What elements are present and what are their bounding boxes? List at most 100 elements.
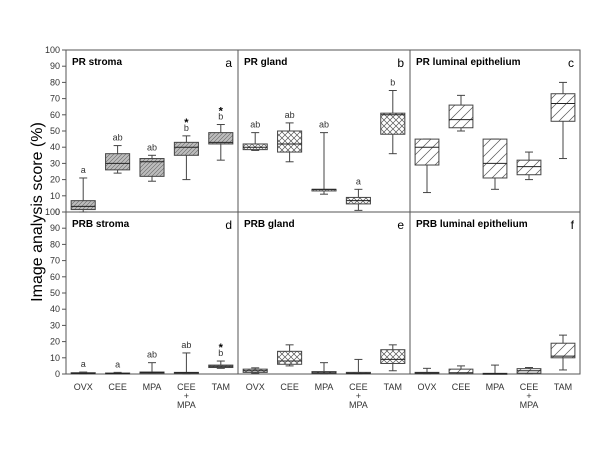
- y-tick-label-d-30: 30: [50, 320, 60, 330]
- y-axis-label: Image analysis score (%): [29, 122, 46, 302]
- box-a-3: [173, 135, 199, 181]
- box-e-3: [345, 358, 371, 375]
- panel-letter-c: c: [568, 56, 574, 70]
- box-e-1: [277, 344, 303, 367]
- category-label-f-0-0: OVX: [417, 382, 436, 392]
- annotation-d-1-0: a: [115, 359, 120, 369]
- category-label-f-3-2: MPA: [520, 400, 539, 410]
- category-label-e-3-0: CEE: [349, 382, 368, 392]
- y-tick-label-a-90: 90: [50, 61, 60, 71]
- box-body-c-0: [414, 138, 440, 166]
- box-f-3: [516, 367, 542, 375]
- box-c-4: [550, 81, 576, 160]
- box-c-2: [482, 138, 508, 190]
- box-body-a-2: [139, 158, 165, 177]
- box-body-b-4: [380, 112, 406, 135]
- y-tick-label-d-60: 60: [50, 272, 60, 282]
- box-e-2: [311, 362, 337, 375]
- box-body-c-1: [448, 104, 474, 129]
- box-f-2: [482, 364, 508, 375]
- box-body-a-3: [173, 141, 199, 156]
- annotation-b-3-0: a: [356, 176, 361, 186]
- annotation-d-3-0: ab: [181, 340, 191, 350]
- box-f-1: [448, 365, 474, 375]
- category-label-e-1-0: CEE: [280, 382, 299, 392]
- box-f-4: [550, 334, 576, 371]
- box-body-e-4: [380, 349, 406, 364]
- box-body-a-0: [70, 200, 96, 211]
- annotation-a-0-0: a: [81, 165, 86, 175]
- panel-letter-a: a: [225, 56, 232, 70]
- annotation-b-2-0: ab: [319, 120, 329, 130]
- panel-letter-f: f: [571, 218, 575, 232]
- annotation-d-2-0: ab: [147, 350, 157, 360]
- box-a-0: [70, 177, 96, 213]
- box-c-1: [448, 94, 474, 132]
- box-d-0: [70, 371, 96, 375]
- box-d-4: [208, 360, 234, 369]
- y-tick-label-a-20: 20: [50, 175, 60, 185]
- category-label-e-3-1: +: [356, 391, 361, 401]
- box-d-2: [139, 362, 165, 374]
- panel-frame-a: [65, 49, 239, 213]
- y-tick-label-d-50: 50: [50, 288, 60, 298]
- category-label-d-0-0: OVX: [74, 382, 93, 392]
- y-tick-label-d-0: 0: [55, 369, 60, 379]
- box-body-f-4: [550, 342, 576, 359]
- box-c-0: [414, 138, 440, 194]
- panel-title-b: PR gland: [244, 57, 287, 68]
- box-body-a-4: [208, 132, 234, 145]
- box-a-4: [208, 124, 234, 161]
- y-tick-label-d-70: 70: [50, 256, 60, 266]
- y-tick-label-d-100: 100: [45, 207, 60, 217]
- box-body-a-1: [105, 153, 131, 171]
- annotation-d-4-1: b: [218, 348, 223, 358]
- panel-title-e: PRB gland: [244, 219, 295, 230]
- box-plots: [70, 81, 576, 375]
- y-tick-label-a-60: 60: [50, 110, 60, 120]
- annotation-b-4-0: b: [390, 78, 395, 88]
- y-tick-label-d-80: 80: [50, 239, 60, 249]
- category-label-d-2-0: MPA: [143, 382, 162, 392]
- annotation-b-0-0: ab: [250, 120, 260, 130]
- box-body-b-1: [277, 130, 303, 153]
- y-tick-label-a-50: 50: [50, 126, 60, 136]
- panel-title-a: PR stroma: [72, 57, 122, 68]
- y-tick-label-a-0: 0: [55, 207, 60, 217]
- box-e-4: [380, 344, 406, 372]
- box-b-2: [311, 132, 337, 195]
- panel-title-d: PRB stroma: [72, 219, 130, 230]
- box-b-4: [380, 90, 406, 155]
- category-label-d-4-0: TAM: [212, 382, 230, 392]
- annotation-b-1-0: ab: [285, 110, 295, 120]
- panel-letter-b: b: [397, 56, 404, 70]
- y-tick-label-d-10: 10: [50, 353, 60, 363]
- box-d-1: [105, 371, 131, 375]
- box-a-1: [105, 145, 131, 174]
- y-tick-label-a-80: 80: [50, 77, 60, 87]
- box-body-f-1: [448, 368, 474, 375]
- box-d-3: [173, 352, 199, 375]
- category-label-f-3-1: +: [526, 391, 531, 401]
- box-body-e-1: [277, 350, 303, 365]
- box-c-3: [516, 151, 542, 181]
- annotation-a-4-1: b: [218, 112, 223, 122]
- annotation-a-2-0: ab: [147, 142, 157, 152]
- annotation-a-3-1: b: [184, 123, 189, 133]
- box-b-0: [242, 132, 268, 151]
- category-label-d-3-0: CEE: [177, 382, 196, 392]
- category-label-d-3-2: MPA: [177, 400, 196, 410]
- box-body-c-3: [516, 159, 542, 176]
- y-tick-label-d-90: 90: [50, 223, 60, 233]
- chart-text: Image analysis score (%) PR stroma a 0 10 20 3…: [29, 45, 575, 410]
- box-f-0: [414, 367, 440, 375]
- box-e-0: [242, 367, 268, 374]
- y-tick-label-a-40: 40: [50, 142, 60, 152]
- category-label-d-3-1: +: [184, 391, 189, 401]
- category-label-e-4-0: TAM: [384, 382, 402, 392]
- y-tick-label-d-40: 40: [50, 304, 60, 314]
- panel-letter-d: d: [225, 218, 232, 232]
- y-tick-label-a-30: 30: [50, 158, 60, 168]
- category-label-e-2-0: MPA: [315, 382, 334, 392]
